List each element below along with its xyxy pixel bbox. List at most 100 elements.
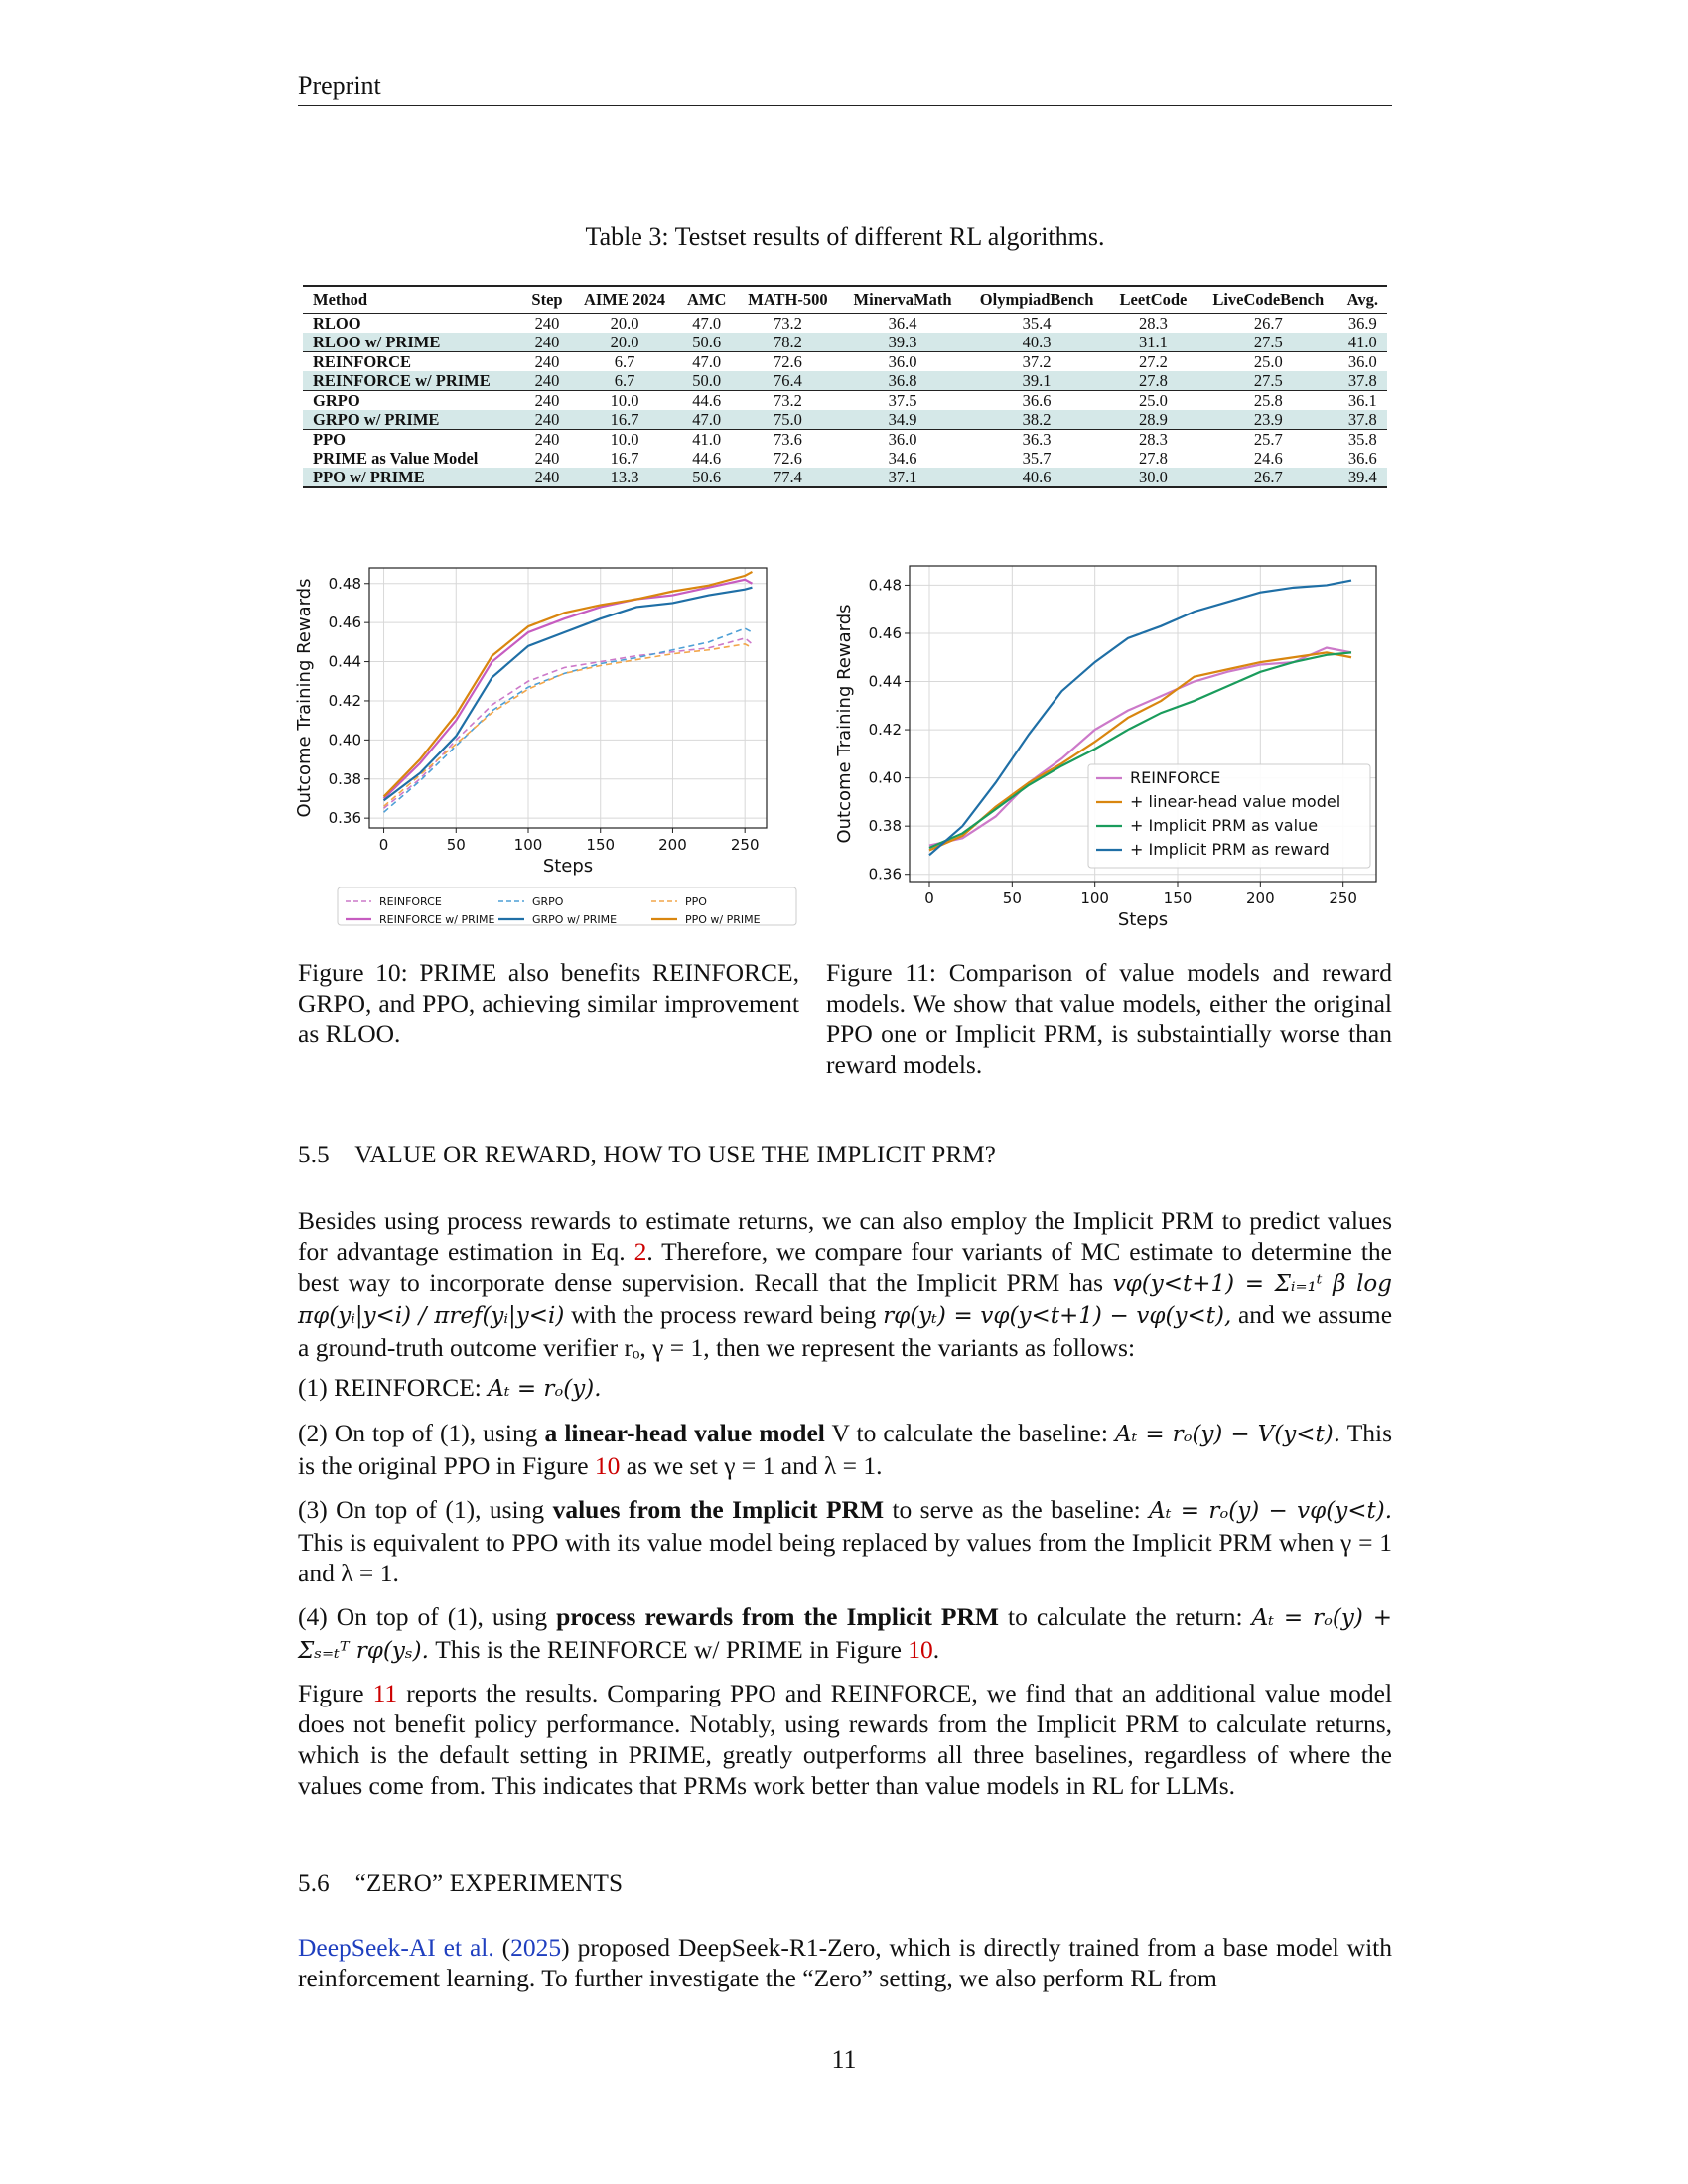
- bold-text: values from the Implicit PRM: [552, 1495, 885, 1524]
- value-cell: 37.2: [965, 351, 1109, 371]
- citation-year-link[interactable]: 2025: [510, 1933, 562, 1962]
- value-cell: 41.0: [1337, 333, 1387, 352]
- column-header: Method: [303, 285, 523, 314]
- value-cell: 36.4: [888, 314, 917, 333]
- value-cell: 31.1: [1108, 333, 1198, 352]
- series-line: [383, 642, 753, 807]
- text: as we set γ = 1 and λ = 1.: [626, 1451, 883, 1480]
- value-cell: 36.6: [1347, 449, 1377, 468]
- x-tick-label: 200: [1246, 889, 1275, 907]
- series-line: [928, 651, 1352, 850]
- table-row: PPO 240 10.0 41.0 73.6 36.0 36.3 28.3 25.7 35.8: [303, 429, 1387, 449]
- y-tick-label: 0.46: [869, 624, 902, 642]
- value-cell: 37.5: [839, 390, 966, 410]
- value-cell: 44.6: [677, 390, 736, 410]
- variant-1: (1) REINFORCE: Aₜ = rₒ(y).: [298, 1372, 1392, 1405]
- value-cell: 50.0: [677, 371, 736, 391]
- value-cell: 240: [534, 449, 560, 468]
- citation-link[interactable]: DeepSeek-AI et al.: [298, 1933, 494, 1962]
- figure-10-caption: Figure 10: PRIME also benefits REINFORCE…: [298, 958, 799, 1048]
- figure-11: 0 50 100 150 200 250 0.36 0.38 0.40 0.42 0.44 0.46 0…: [814, 556, 1400, 938]
- y-tick-label: 0.36: [329, 809, 361, 827]
- value-cell: 28.9: [1108, 410, 1198, 430]
- section-number: 5.6: [298, 1870, 330, 1897]
- variant-3: (3) On top of (1), using values from the…: [298, 1494, 1392, 1588]
- text: This is the original PPO in Figure: [298, 1419, 1393, 1480]
- x-tick-label: 50: [1003, 889, 1022, 907]
- value-cell: 10.0: [571, 429, 678, 449]
- section-title: VALUE OR REWARD, HOW TO USE THE IMPLICIT…: [354, 1142, 997, 1168]
- value-cell: 73.6: [735, 429, 840, 449]
- text: (3) On top of (1), using: [298, 1495, 545, 1524]
- page-number: 11: [831, 2045, 857, 2074]
- figure-ref-link[interactable]: 11: [372, 1679, 398, 1707]
- column-header: Step: [522, 285, 572, 314]
- value-cell: 30.0: [1108, 468, 1198, 488]
- legend-box: [1087, 763, 1371, 869]
- value-cell: 36.0: [839, 351, 966, 371]
- value-cell: 78.2: [735, 333, 840, 352]
- value-cell: 25.0: [1197, 351, 1338, 371]
- x-tick-label: 200: [658, 836, 687, 854]
- y-tick-label: 0.42: [869, 721, 902, 739]
- bold-text: a linear-head value model: [544, 1419, 825, 1447]
- method-cell: REINFORCE: [303, 351, 523, 371]
- math-process-reward: rφ(yₜ) = vφ(y<t+1) − vφ(y<t),: [883, 1303, 1232, 1329]
- value-cell: 73.2: [735, 390, 840, 410]
- legend-label: PPO w/ PRIME: [685, 913, 761, 926]
- text: .: [932, 1635, 940, 1664]
- value-cell: 27.2: [1108, 351, 1198, 371]
- value-cell: 39.4: [1337, 468, 1387, 488]
- value-cell: 47.0: [692, 314, 722, 333]
- figure-11-chart: 0 50 100 150 200 250 0.36 0.38 0.40 0.42 0.44 0.46 0…: [834, 565, 1377, 930]
- value-cell: 240: [522, 429, 572, 449]
- y-tick-label: 0.44: [869, 673, 902, 691]
- y-tick-label: 0.48: [329, 575, 361, 593]
- paragraph-5-5-results: Figure 11 reports the results. Comparing…: [298, 1678, 1392, 1801]
- value-cell: 35.8: [1337, 429, 1387, 449]
- value-cell: 240: [522, 410, 572, 430]
- plot-frame: [909, 565, 1377, 883]
- y-tick-label: 0.38: [329, 770, 361, 788]
- value-cell: 26.7: [1197, 468, 1338, 488]
- value-cell: 76.4: [735, 371, 840, 391]
- figure-ref-link[interactable]: 10: [594, 1451, 621, 1480]
- y-axis-label: Outcome Training Rewards: [294, 578, 315, 817]
- x-tick-label: 250: [731, 836, 760, 854]
- series-line: [928, 579, 1352, 857]
- value-cell: 13.3: [571, 468, 678, 488]
- variant-2: (2) On top of (1), using a linear-head v…: [298, 1418, 1392, 1481]
- value-cell: 36.3: [965, 429, 1109, 449]
- method-cell: PPO: [303, 429, 523, 449]
- table-row: RLOO 240 20.0 47.0 73.2 36.4 35.4 28.3 26.7 36.9: [303, 314, 1387, 334]
- section-5-6-heading: 5.6 “ZERO” EXPERIMENTS: [298, 1870, 623, 1898]
- value-cell: 16.7: [571, 410, 678, 430]
- text: proposed DeepSeek-R1-Zero, which is dire…: [298, 1933, 1392, 1992]
- text: . Therefore, we compare four variants of…: [298, 1237, 1393, 1297]
- figure-10-chart: 0 50 100 150 200 250 0.36 0.38 0.40 0.42 0.44 0.46 0…: [294, 567, 797, 926]
- y-tick-label: 0.40: [869, 769, 902, 787]
- value-cell: 23.9: [1197, 410, 1338, 430]
- column-header: AIME 2024: [571, 285, 678, 314]
- x-tick-label: 0: [924, 889, 934, 907]
- method-cell: RLOO w/ PRIME: [303, 333, 523, 352]
- value-cell: 25.8: [1197, 390, 1338, 410]
- figure-ref-link[interactable]: 10: [908, 1635, 933, 1664]
- value-cell: 36.1: [1337, 390, 1387, 410]
- column-header: AMC: [677, 285, 736, 314]
- text: reports the results. Comparing PPO and R…: [298, 1679, 1393, 1800]
- value-cell: 37.1: [839, 468, 966, 488]
- series-line: [382, 570, 753, 798]
- value-cell: 77.4: [735, 468, 840, 488]
- value-cell: 40.3: [965, 333, 1109, 352]
- text: to serve as the baseline:: [892, 1495, 1141, 1524]
- legend-label: GRPO: [532, 895, 564, 908]
- value-cell: 47.0: [677, 410, 736, 430]
- text: (4) On top of (1), using: [298, 1602, 548, 1631]
- value-cell: 240: [522, 390, 572, 410]
- value-cell: 37.8: [1337, 410, 1387, 430]
- equation-ref-link[interactable]: 2: [633, 1237, 647, 1266]
- series-line: [928, 651, 1352, 852]
- value-cell: 73.2: [773, 314, 802, 333]
- series-line: [383, 637, 753, 809]
